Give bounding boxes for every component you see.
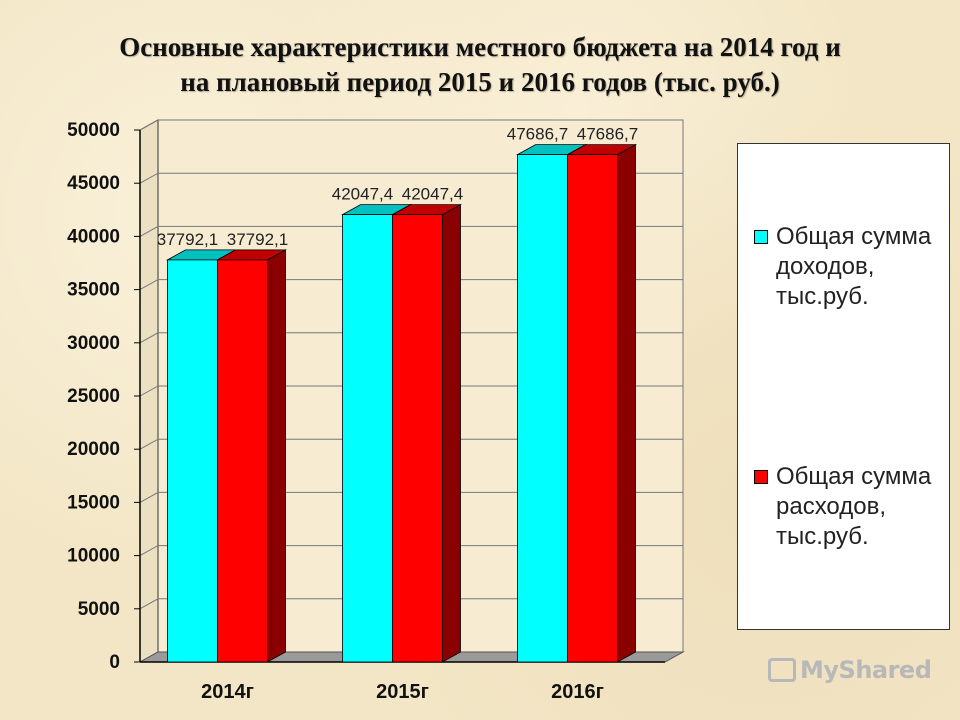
y-tick-label: 30000 <box>67 333 120 354</box>
y-tick-label: 5000 <box>78 599 120 620</box>
y-tick-label: 45000 <box>67 173 120 194</box>
legend-swatch-expense <box>754 470 768 484</box>
y-tick-label: 25000 <box>67 386 120 407</box>
data-label: 47686,7 <box>507 125 568 144</box>
y-tick-label: 15000 <box>67 492 120 513</box>
bar-expense <box>567 154 618 663</box>
bar-side <box>617 143 636 663</box>
legend: Общая сумма доходов, тыс.руб. Общая сумм… <box>737 143 950 630</box>
y-tick-label: 10000 <box>67 546 120 567</box>
y-tick-label: 50000 <box>67 120 120 141</box>
title-line-1: Основные характеристики местного бюджета… <box>119 32 841 62</box>
legend-item-income: Общая сумма доходов, тыс.руб. <box>754 222 949 312</box>
y-tick-label: 20000 <box>67 439 120 460</box>
bar-side <box>442 203 461 663</box>
x-category-label: 2014г <box>201 681 254 703</box>
legend-item-expense: Общая сумма расходов, тыс.руб. <box>754 462 949 552</box>
presentation-icon <box>768 658 796 682</box>
gridline <box>139 491 683 503</box>
data-label: 42047,4 <box>402 185 463 204</box>
chart-title: Основные характеристики местного бюджета… <box>20 30 940 100</box>
legend-swatch-income <box>754 230 768 244</box>
x-category-label: 2015г <box>376 681 429 703</box>
gridline <box>139 172 683 184</box>
bar-income <box>517 154 568 663</box>
legend-label-expense: Общая сумма расходов, тыс.руб. <box>776 463 932 550</box>
data-label: 47686,7 <box>577 125 638 144</box>
title-line-2: на плановый период 2015 и 2016 годов (ты… <box>180 67 780 97</box>
y-tick-label: 0 <box>109 652 120 673</box>
y-tick-label: 35000 <box>67 280 120 301</box>
gridline <box>139 545 683 557</box>
gridline <box>139 332 683 344</box>
bar-expense <box>217 259 268 663</box>
gridline <box>139 225 683 237</box>
legend-label-income: Общая сумма доходов, тыс.руб. <box>776 223 932 310</box>
data-label: 37792,1 <box>157 230 218 249</box>
gridline <box>139 385 683 397</box>
data-label: 42047,4 <box>332 185 393 204</box>
bar-side <box>267 249 286 663</box>
gridline <box>139 119 683 131</box>
bar-income <box>167 259 218 663</box>
bar-income <box>342 214 393 663</box>
x-category-label: 2016г <box>551 681 604 703</box>
bar-expense <box>392 214 443 663</box>
y-tick-label: 40000 <box>67 226 120 247</box>
gridline <box>139 598 683 610</box>
gridline <box>139 438 683 450</box>
watermark-logo: MyShared <box>768 656 932 684</box>
gridline <box>139 279 683 291</box>
data-label: 37792,1 <box>227 230 288 249</box>
